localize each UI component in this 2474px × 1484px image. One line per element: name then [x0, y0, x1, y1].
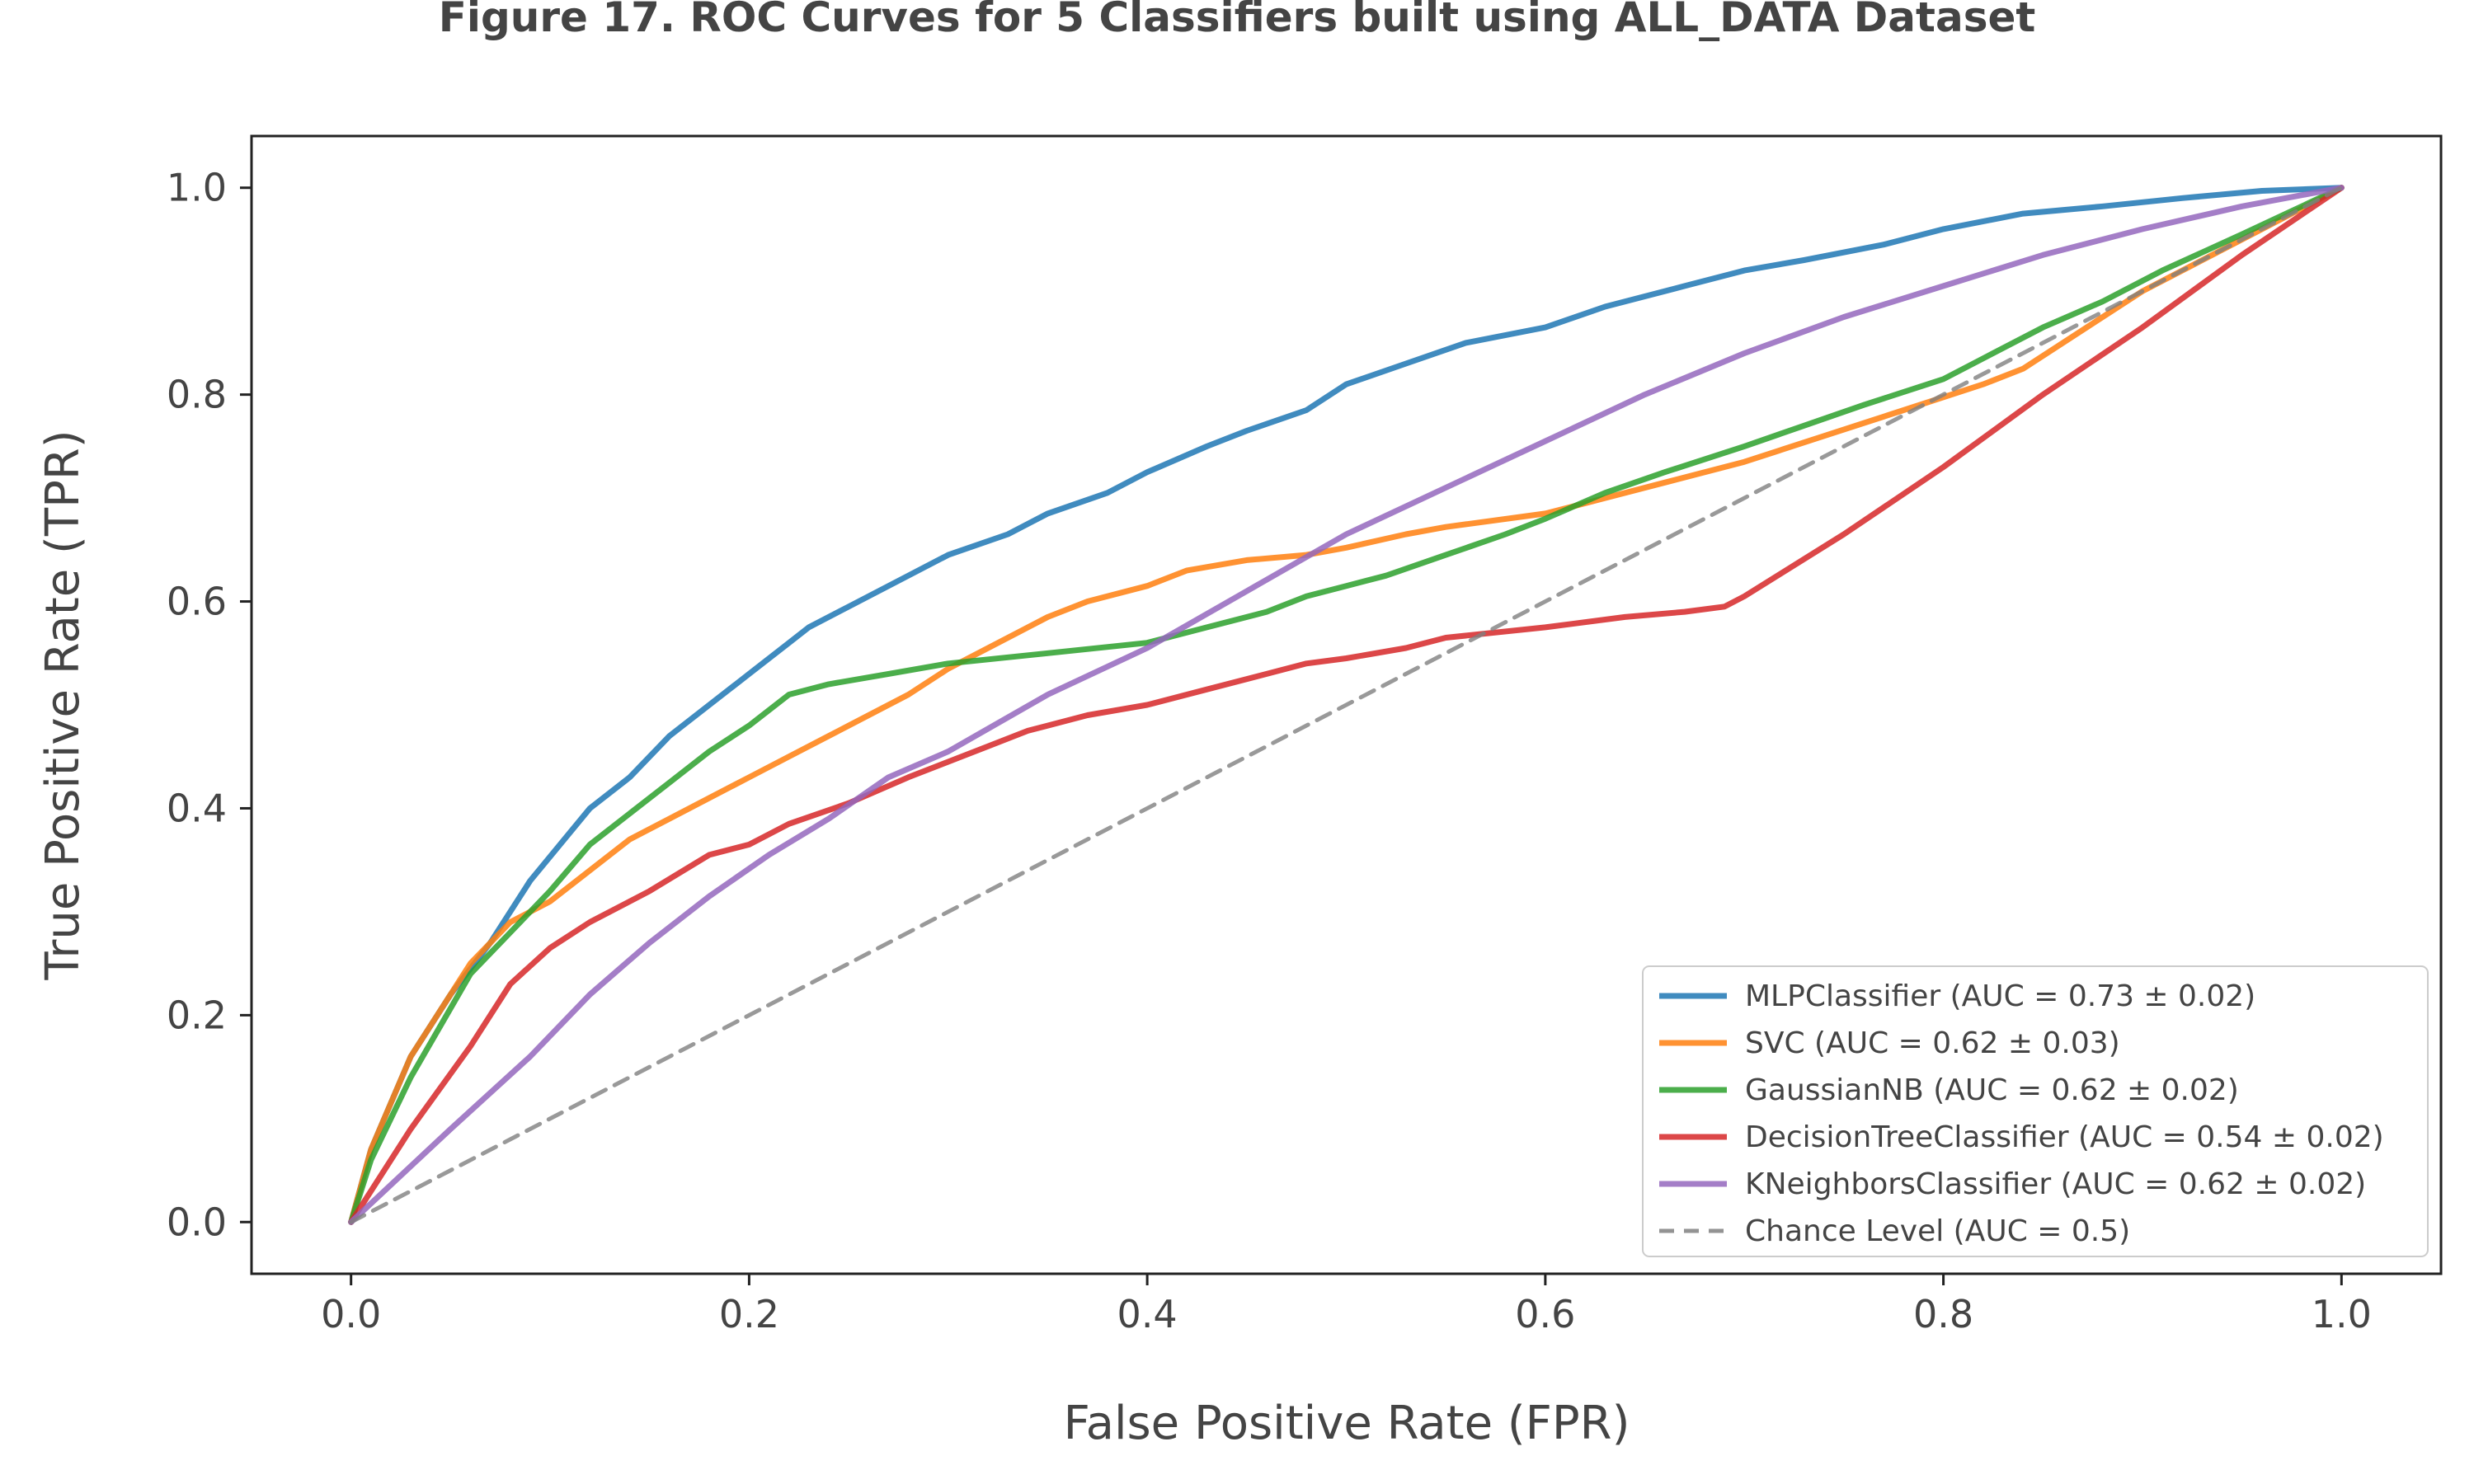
x-tick-label: 0.4 — [1117, 1292, 1178, 1336]
legend-label-1: SVC (AUC = 0.62 ± 0.03) — [1745, 1026, 2120, 1060]
x-tick-label: 0.6 — [1515, 1292, 1575, 1336]
y-tick-label: 0.4 — [167, 786, 227, 830]
series-line-1 — [348, 185, 2345, 1225]
series-line-0 — [348, 185, 2345, 1225]
legend-box — [1642, 965, 2429, 1257]
x-axis-ticks: 0.0 0.2 0.4 0.6 0.8 1.0 — [321, 1274, 2372, 1336]
legend-label-4: KNeighborsClassifier (AUC = 0.62 ± 0.02) — [1745, 1167, 2366, 1201]
legend-label-2: GaussianNB (AUC = 0.62 ± 0.02) — [1745, 1073, 2239, 1107]
x-tick-label: 0.2 — [719, 1292, 779, 1336]
legend-label-0: MLPClassifier (AUC = 0.73 ± 0.02) — [1745, 979, 2255, 1013]
y-axis-ticks: 0.0 0.2 0.4 0.6 0.8 1.0 — [167, 166, 252, 1244]
series-layer — [348, 185, 2345, 1225]
series-line-4 — [348, 185, 2345, 1225]
series-line-5 — [349, 186, 2344, 1224]
plot-area-frame — [250, 134, 2443, 1275]
chart-title: Figure 17. ROC Curves for 5 Classifiers … — [439, 0, 2036, 41]
y-axis-label: True Positive Rate (TPR) — [36, 430, 90, 980]
x-tick-label: 0.0 — [321, 1292, 381, 1336]
y-tick-label: 0.6 — [167, 580, 227, 624]
legend: MLPClassifier (AUC = 0.73 ± 0.02) SVC (AU… — [1642, 965, 2429, 1257]
legend-label-5: Chance Level (AUC = 0.5) — [1745, 1214, 2130, 1248]
x-tick-label: 1.0 — [2312, 1292, 2372, 1336]
y-tick-label: 0.2 — [167, 993, 227, 1037]
y-tick-label: 0.8 — [167, 373, 227, 417]
x-tick-label: 0.8 — [1913, 1292, 1973, 1336]
y-tick-label: 1.0 — [167, 166, 227, 210]
series-line-2 — [348, 185, 2345, 1225]
y-tick-label: 0.0 — [167, 1200, 227, 1244]
x-axis-label: False Positive Rate (FPR) — [1064, 1397, 1630, 1450]
legend-entries: MLPClassifier (AUC = 0.73 ± 0.02) SVC (AU… — [1659, 979, 2384, 1248]
series-line-3 — [348, 185, 2345, 1225]
legend-label-3: DecisionTreeClassifier (AUC = 0.54 ± 0.0… — [1745, 1120, 2384, 1154]
